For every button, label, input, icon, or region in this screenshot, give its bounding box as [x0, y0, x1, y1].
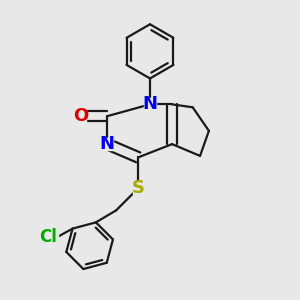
- Bar: [144, 98, 156, 110]
- Text: O: O: [73, 107, 88, 125]
- Bar: [75, 110, 86, 122]
- Text: N: N: [142, 95, 158, 113]
- Text: Cl: Cl: [40, 228, 57, 246]
- Bar: [102, 138, 113, 150]
- Text: N: N: [100, 135, 115, 153]
- Text: S: S: [132, 179, 145, 197]
- Bar: [133, 182, 144, 194]
- Bar: [39, 231, 58, 243]
